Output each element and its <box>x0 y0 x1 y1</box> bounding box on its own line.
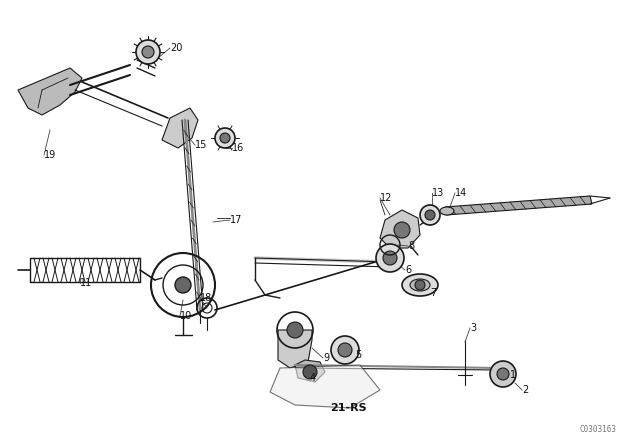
Text: 1: 1 <box>510 370 516 380</box>
Circle shape <box>383 251 397 265</box>
Text: 17: 17 <box>230 215 243 225</box>
Polygon shape <box>445 196 592 215</box>
Text: 21-RS: 21-RS <box>330 403 367 413</box>
Text: 16: 16 <box>232 143 244 153</box>
Circle shape <box>338 343 352 357</box>
Polygon shape <box>162 108 198 148</box>
Text: 6: 6 <box>405 265 411 275</box>
Circle shape <box>287 322 303 338</box>
Ellipse shape <box>402 274 438 296</box>
Circle shape <box>331 336 359 364</box>
Text: 19: 19 <box>44 150 56 160</box>
Text: 7: 7 <box>430 288 436 298</box>
Text: 8: 8 <box>408 241 414 251</box>
Circle shape <box>215 128 235 148</box>
Text: 18: 18 <box>200 293 212 303</box>
Circle shape <box>415 280 425 290</box>
Text: 20: 20 <box>170 43 182 53</box>
Circle shape <box>376 244 404 272</box>
Text: 15: 15 <box>195 140 207 150</box>
Circle shape <box>420 205 440 225</box>
Circle shape <box>303 365 317 379</box>
Circle shape <box>490 361 516 387</box>
Text: 13: 13 <box>432 188 444 198</box>
Text: 12: 12 <box>380 193 392 203</box>
Polygon shape <box>295 360 325 382</box>
Circle shape <box>175 277 191 293</box>
Text: 10: 10 <box>180 311 192 321</box>
Circle shape <box>394 222 410 238</box>
Text: 5: 5 <box>355 350 361 360</box>
Text: C0303163: C0303163 <box>580 426 617 435</box>
Text: 3: 3 <box>470 323 476 333</box>
Polygon shape <box>380 210 420 248</box>
Circle shape <box>220 133 230 143</box>
Ellipse shape <box>440 207 454 215</box>
Text: 4: 4 <box>310 373 316 383</box>
Circle shape <box>497 368 509 380</box>
Polygon shape <box>278 330 312 368</box>
Polygon shape <box>270 365 380 408</box>
Text: 11: 11 <box>80 278 92 288</box>
Text: 14: 14 <box>455 188 467 198</box>
Text: 9: 9 <box>323 353 329 363</box>
Circle shape <box>425 210 435 220</box>
Text: 2: 2 <box>522 385 528 395</box>
Ellipse shape <box>410 279 430 291</box>
Polygon shape <box>18 68 82 115</box>
Circle shape <box>136 40 160 64</box>
Circle shape <box>142 46 154 58</box>
